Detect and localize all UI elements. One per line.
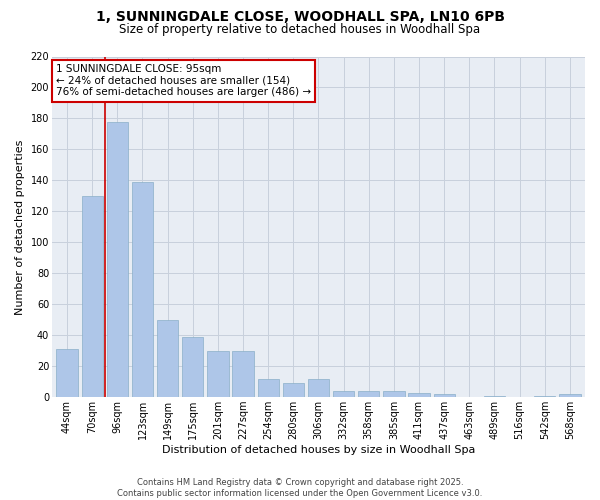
Bar xyxy=(283,383,304,397)
Bar xyxy=(484,396,505,397)
Bar xyxy=(107,122,128,397)
Bar xyxy=(207,350,229,397)
Text: Contains HM Land Registry data © Crown copyright and database right 2025.
Contai: Contains HM Land Registry data © Crown c… xyxy=(118,478,482,498)
Text: Size of property relative to detached houses in Woodhall Spa: Size of property relative to detached ho… xyxy=(119,22,481,36)
Text: 1 SUNNINGDALE CLOSE: 95sqm
← 24% of detached houses are smaller (154)
76% of sem: 1 SUNNINGDALE CLOSE: 95sqm ← 24% of deta… xyxy=(56,64,311,98)
Y-axis label: Number of detached properties: Number of detached properties xyxy=(15,139,25,314)
X-axis label: Distribution of detached houses by size in Woodhall Spa: Distribution of detached houses by size … xyxy=(162,445,475,455)
Bar xyxy=(434,394,455,397)
Bar xyxy=(559,394,581,397)
Bar xyxy=(257,378,279,397)
Bar xyxy=(358,391,379,397)
Bar xyxy=(157,320,178,397)
Bar xyxy=(534,396,556,397)
Bar xyxy=(232,350,254,397)
Bar xyxy=(409,392,430,397)
Bar xyxy=(333,391,355,397)
Bar xyxy=(383,391,404,397)
Bar xyxy=(82,196,103,397)
Bar xyxy=(56,349,78,397)
Bar xyxy=(132,182,153,397)
Bar xyxy=(182,337,203,397)
Bar xyxy=(308,378,329,397)
Text: 1, SUNNINGDALE CLOSE, WOODHALL SPA, LN10 6PB: 1, SUNNINGDALE CLOSE, WOODHALL SPA, LN10… xyxy=(95,10,505,24)
